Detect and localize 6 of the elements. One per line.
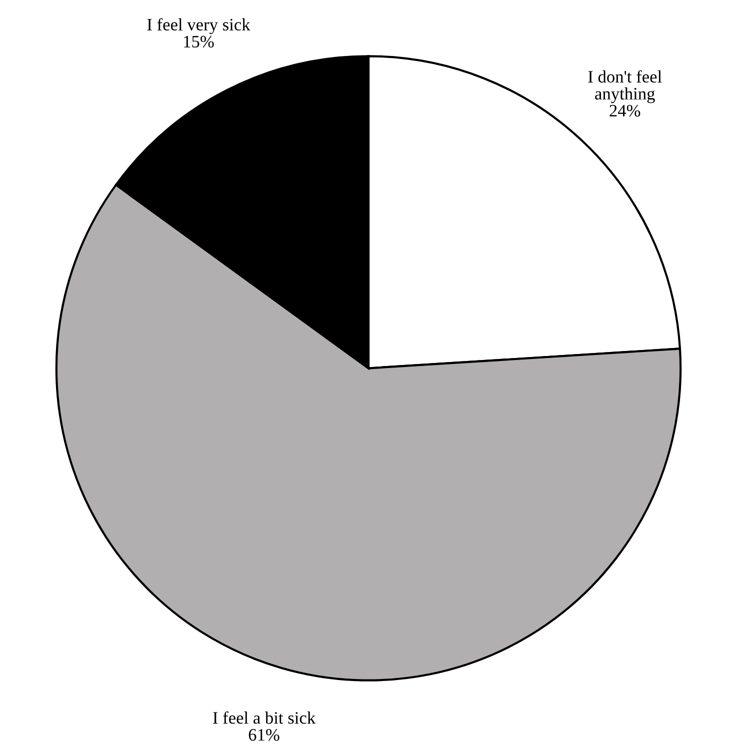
- slice-label: I don't feel anything: [588, 70, 662, 104]
- data-label: 24%: [610, 104, 640, 117]
- slice-label: I feel a bit sick: [213, 711, 316, 724]
- data-label: 61%: [248, 728, 280, 741]
- data-label: 15%: [184, 36, 214, 48]
- slice-label: I feel very sick: [147, 18, 250, 34]
